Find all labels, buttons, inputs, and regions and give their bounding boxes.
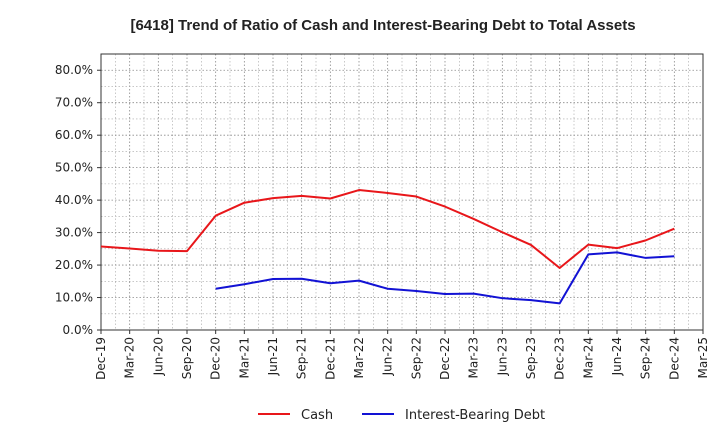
plot-frame — [100, 53, 704, 331]
y-tick-label: 40.0% — [55, 193, 93, 207]
y-tick-label: 80.0% — [55, 63, 93, 77]
x-tick-label: Sep-22 — [409, 337, 423, 379]
x-tick-label: Dec-22 — [438, 337, 452, 380]
series-line-cash — [100, 189, 675, 269]
y-tick-label: 0.0% — [63, 323, 94, 337]
x-tick-label: Mar-25 — [696, 337, 710, 378]
y-tick-label: 60.0% — [55, 128, 93, 142]
legend-label-cash: Cash — [301, 408, 333, 423]
x-tick-label: Dec-24 — [667, 337, 681, 380]
x-tick-label: Jun-23 — [495, 337, 509, 376]
y-tick-label: 30.0% — [55, 226, 93, 240]
x-tick-label: Mar-22 — [352, 337, 366, 378]
grid — [101, 54, 703, 330]
x-tick-label: Sep-23 — [524, 337, 538, 379]
x-tick-label: Sep-24 — [639, 337, 653, 379]
series-layer — [100, 189, 675, 305]
y-tick-label: 70.0% — [55, 96, 93, 110]
x-tick-label: Mar-21 — [237, 337, 251, 378]
legend-label-interest-bearing-debt: Interest-Bearing Debt — [405, 408, 545, 423]
x-tick-label: Dec-21 — [323, 337, 337, 380]
x-tick-label: Mar-24 — [581, 337, 595, 378]
x-tick-label: Sep-21 — [295, 337, 309, 379]
y-tick-label: 50.0% — [55, 161, 93, 175]
x-tick-label: Jun-24 — [610, 337, 624, 376]
series-line-interest-bearing-debt — [215, 251, 675, 305]
chart-title: [6418] Trend of Ratio of Cash and Intere… — [130, 17, 635, 34]
x-tick-label: Dec-20 — [209, 337, 223, 380]
y-tick-label: 10.0% — [55, 291, 93, 305]
x-tick-label: Dec-19 — [94, 337, 108, 380]
legend: Cash Interest-Bearing Debt — [258, 408, 545, 423]
x-tick-label: Jun-22 — [381, 337, 395, 376]
y-tick-label: 20.0% — [55, 258, 93, 272]
x-axis-ticks: Dec-19 Mar-20 Jun-20 Sep-20 Dec-20 Mar-21 Jun-… — [94, 330, 710, 380]
x-tick-label: Jun-20 — [151, 337, 165, 376]
x-tick-label: Dec-23 — [553, 337, 567, 380]
x-tick-label: Mar-20 — [123, 337, 137, 378]
y-axis-ticks: 0.0% 10.0% 20.0% 30.0% 40.0% 50.0% 60.0% 70.0% 8… — [55, 63, 101, 337]
x-tick-label: Sep-20 — [180, 337, 194, 379]
x-tick-label: Jun-21 — [266, 337, 280, 376]
x-tick-label: Mar-23 — [467, 337, 481, 378]
